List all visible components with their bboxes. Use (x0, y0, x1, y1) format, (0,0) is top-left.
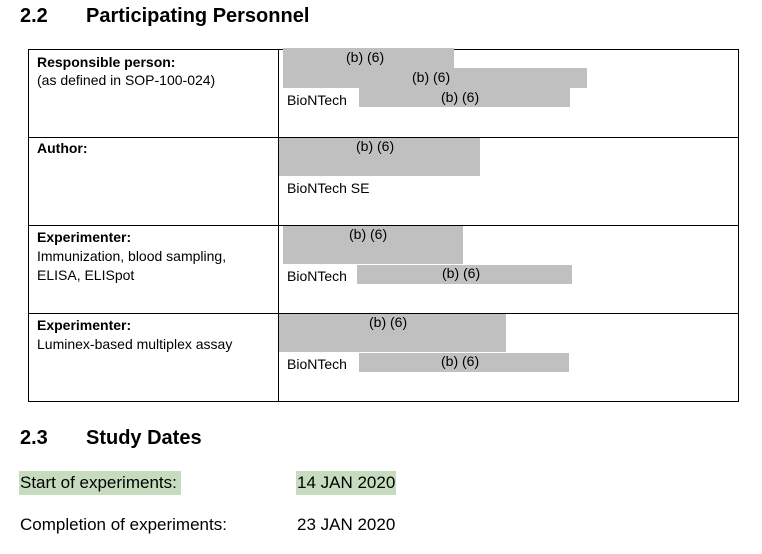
redaction-label: (b) (6) (346, 49, 385, 65)
table-row-divider (28, 313, 739, 314)
experimenter-label: Experimenter: (37, 229, 132, 245)
completion-of-experiments-label: Completion of experiments: (20, 515, 227, 534)
section-number-2-2: 2.2 (20, 5, 48, 27)
table-row-divider (28, 137, 739, 138)
start-of-experiments-date: 14 JAN 2020 (296, 471, 397, 495)
start-of-experiments-label: Start of experiments: (19, 471, 181, 495)
experimenter-company: BioNTech (287, 356, 347, 372)
responsible-person-label: Responsible person: (37, 54, 176, 70)
experimenter-task: ELISA, ELISpot (37, 267, 135, 283)
completion-of-experiments-date: 23 JAN 2020 (297, 515, 396, 534)
author-company: BioNTech SE (287, 180, 370, 196)
experimenter-task: Luminex-based multiplex assay (37, 336, 233, 352)
author-label: Author: (37, 140, 88, 156)
redaction-box (357, 265, 572, 284)
redaction-label: (b) (6) (369, 314, 408, 330)
section-number-2-3: 2.3 (20, 427, 48, 449)
responsible-person-company: BioNTech (287, 92, 347, 108)
experimenter-label: Experimenter: (37, 317, 132, 333)
redaction-box (283, 48, 454, 68)
experimenter-task: Immunization, blood sampling, (37, 248, 227, 264)
section-title-study-dates: Study Dates (86, 427, 202, 449)
section-title-participating-personnel: Participating Personnel (86, 5, 310, 27)
redaction-label: (b) (6) (442, 265, 481, 281)
redaction-label: (b) (6) (349, 226, 388, 242)
redaction-label: (b) (6) (412, 69, 451, 85)
redaction-box (359, 353, 569, 372)
table-row-divider (28, 225, 739, 226)
redaction-label: (b) (6) (441, 353, 480, 369)
redaction-box (279, 314, 506, 352)
redaction-box (283, 68, 587, 88)
redaction-box (359, 88, 570, 107)
redaction-box (283, 226, 463, 264)
redaction-label: (b) (6) (356, 138, 395, 154)
redaction-label: (b) (6) (441, 89, 480, 105)
redaction-box (279, 138, 480, 176)
responsible-person-note: (as defined in SOP-100-024) (37, 72, 216, 88)
experimenter-company: BioNTech (287, 268, 347, 284)
